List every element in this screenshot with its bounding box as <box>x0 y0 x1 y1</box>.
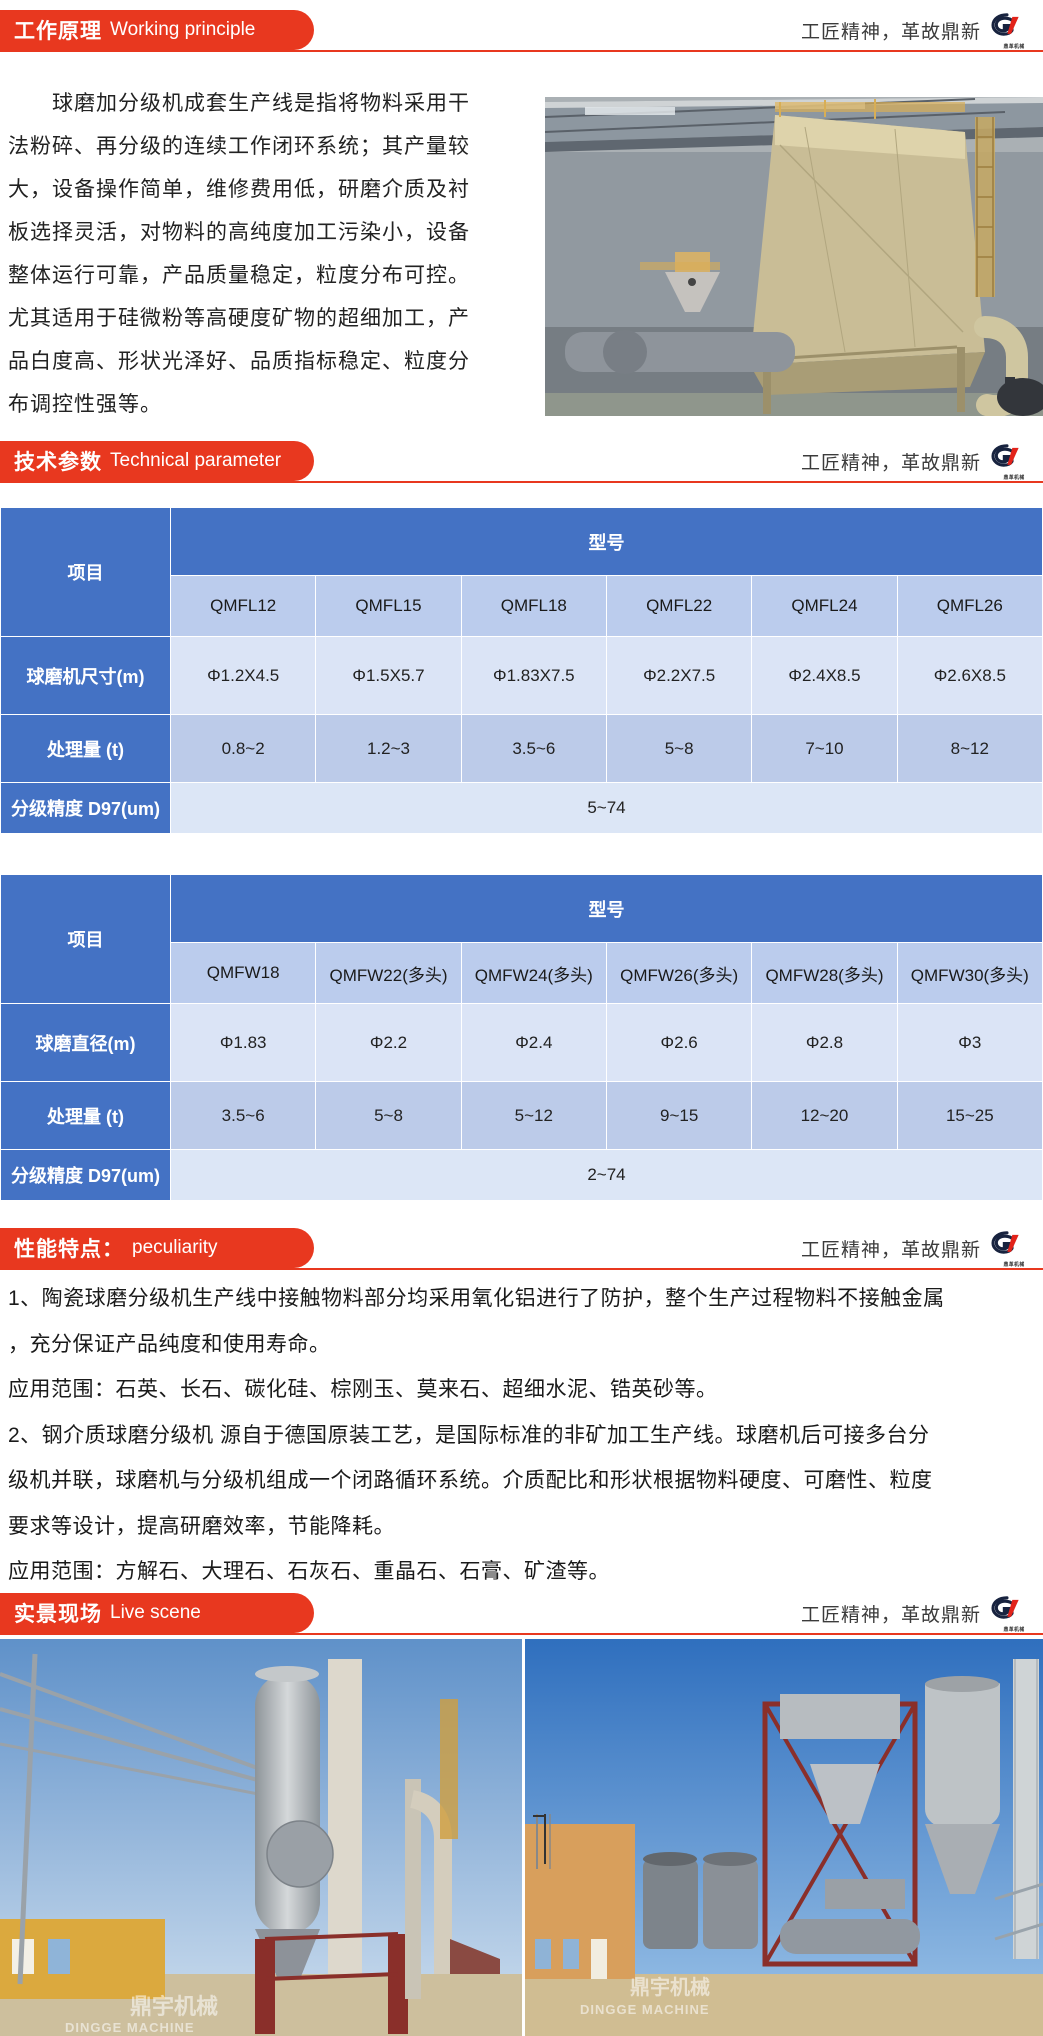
svg-text:DINGGE MACHINE: DINGGE MACHINE <box>580 2002 710 2017</box>
svg-text:鼎宇机械: 鼎宇机械 <box>630 1975 710 1999</box>
svg-text:DINGGE MACHINE: DINGGE MACHINE <box>65 2020 195 2035</box>
svg-text:鼎宇机械: 鼎宇机械 <box>130 1994 218 2019</box>
